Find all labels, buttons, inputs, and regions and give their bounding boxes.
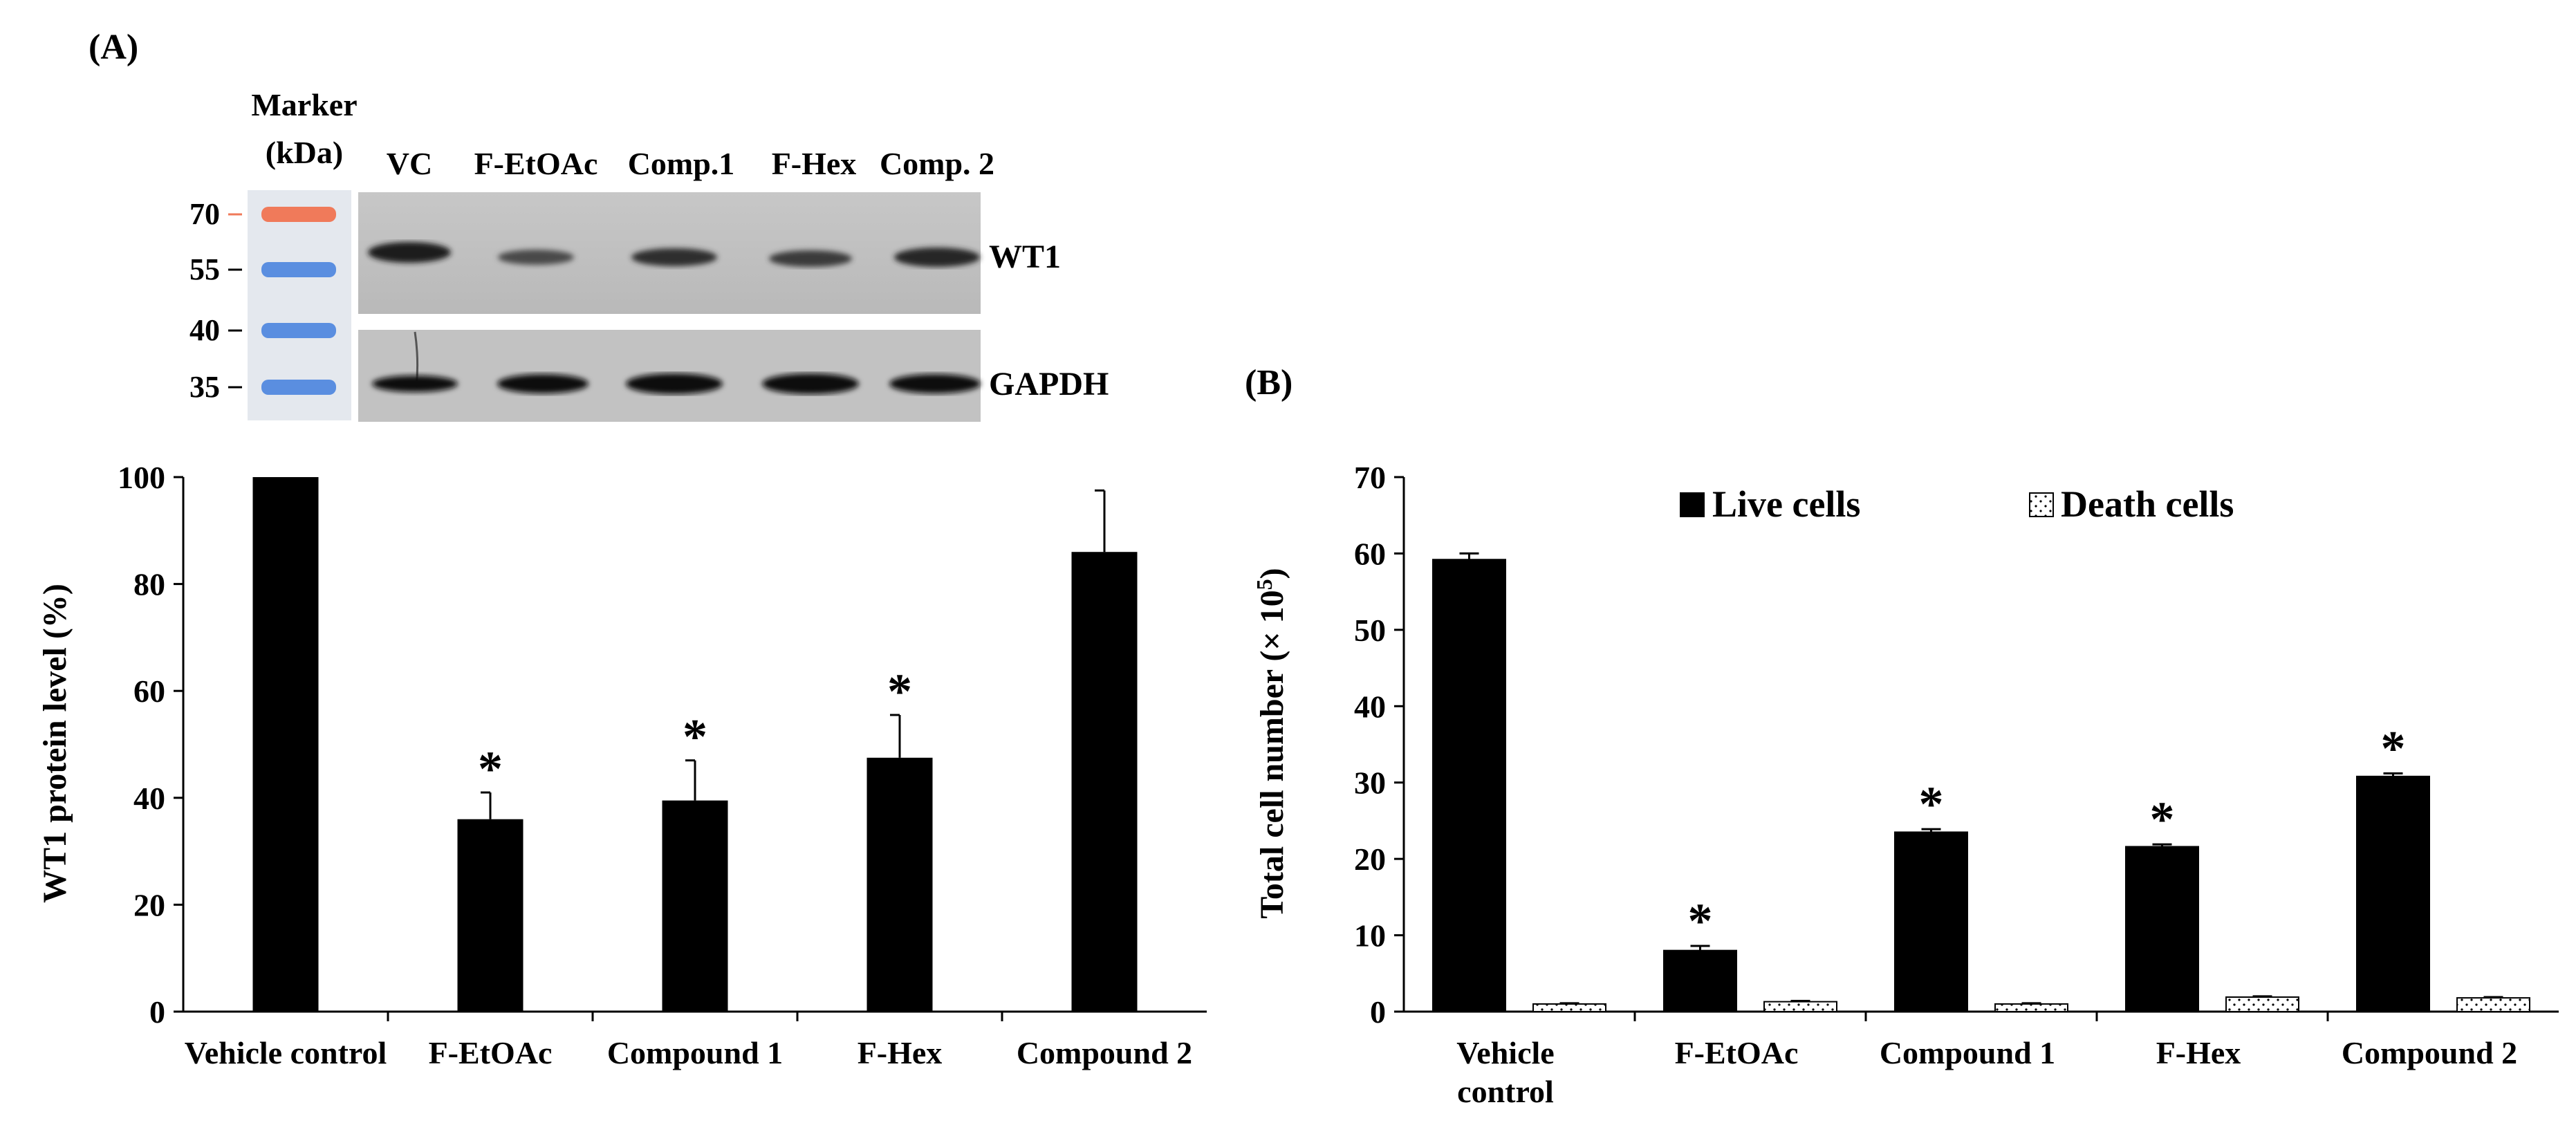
panel-a-y-tick-label: 20 xyxy=(133,887,165,922)
panel-b-y-tick-label: 0 xyxy=(1370,994,1386,1030)
panel-b-bar-live xyxy=(1663,949,1737,1012)
legend-swatch-death xyxy=(2029,492,2054,517)
legend-swatch-live xyxy=(1680,492,1705,517)
panel-a-bar xyxy=(457,819,523,1012)
marker-label-35: 35 xyxy=(189,370,220,404)
marker-band-70 xyxy=(261,207,336,222)
wt1-bands xyxy=(368,242,980,267)
row-label-gapdh: GAPDH xyxy=(989,366,1109,402)
panel-a-x-tick-label: Vehicle control xyxy=(185,1035,387,1070)
marker-band-55 xyxy=(261,262,336,277)
panel-b-bar-live xyxy=(1894,831,1968,1012)
panel-b-significance-marker: * xyxy=(2150,792,2175,847)
panel-b-bar-live xyxy=(1432,559,1506,1012)
marker-title-line2: (kDa) xyxy=(266,135,343,170)
panel-a-label: (A) xyxy=(89,28,138,67)
panel-a-bar xyxy=(252,477,319,1012)
panel-a-significance-marker: * xyxy=(887,664,912,719)
panel-b-y-tick-label: 30 xyxy=(1354,765,1386,801)
panel-b-x-tick-label: Compound 1 xyxy=(1880,1035,2055,1070)
panel-a-y-tick-label: 60 xyxy=(133,673,165,709)
marker-label-70: 70 xyxy=(189,197,220,231)
gapdh-bands xyxy=(372,373,981,394)
panel-b-y-tick-label: 10 xyxy=(1354,918,1386,954)
panel-a-y-tick-label: 40 xyxy=(133,781,165,816)
panel-b-x-tick-label: Compound 2 xyxy=(2342,1035,2517,1070)
panel-b-bar-live xyxy=(2356,775,2430,1012)
panel-a-bar xyxy=(1071,552,1138,1012)
lane-label-comp1: Comp.1 xyxy=(628,146,735,181)
panel-a-y-tick-label: 0 xyxy=(149,994,165,1030)
marker-band-40 xyxy=(261,323,336,338)
panel-a-x-tick-label: F-Hex xyxy=(858,1035,943,1070)
panel-a-chart: WT1 protein level (%) 0 20 40 60 80 100 Vehicl… xyxy=(37,460,1207,1070)
panel-b-significance-marker: * xyxy=(1688,893,1713,949)
lane-label-f-hex: F-Hex xyxy=(772,146,857,181)
panel-a-x-tick-label: Compound 1 xyxy=(607,1035,783,1070)
panel-a-significance-marker: * xyxy=(683,709,707,765)
panel-b-x-tick-label: F-EtOAc xyxy=(1675,1035,1799,1070)
panel-b-significance-marker: * xyxy=(2381,721,2406,776)
panel-b-y-tick-label: 70 xyxy=(1354,460,1386,495)
panel-b-y-tick-label: 60 xyxy=(1354,536,1386,571)
lane-label-vc: VC xyxy=(387,146,432,181)
panel-b-bar-death xyxy=(1532,1003,1606,1013)
panel-b-significance-marker: * xyxy=(1919,777,1944,832)
panel-b-y-tick-label: 20 xyxy=(1354,842,1386,877)
row-label-wt1: WT1 xyxy=(989,239,1061,275)
lane-label-f-etoac: F-EtOAc xyxy=(474,146,598,181)
panel-b-y-axis-label: Total cell number (× 105) xyxy=(1252,568,1290,918)
panel-b-chart: Total cell number (× 105) 0 10 20 30 40 50 60 7… xyxy=(1252,460,2559,1109)
panel-b-label: (B) xyxy=(1245,363,1292,402)
marker-title-line1: Marker xyxy=(251,87,357,122)
panel-b-bar-live xyxy=(2125,846,2199,1012)
marker-label-55: 55 xyxy=(189,252,220,286)
panel-a-y-axis-label: WT1 protein level (%) xyxy=(37,584,73,903)
panel-b-bar-death xyxy=(1763,1001,1837,1013)
panel-a-y-tick-label: 100 xyxy=(118,460,165,495)
panel-a-x-tick-label: Compound 2 xyxy=(1017,1035,1192,1070)
lane-label-comp2: Comp. 2 xyxy=(880,146,994,181)
panel-a-x-tick-label: F-EtOAc xyxy=(429,1035,553,1070)
marker-band-35 xyxy=(261,380,336,395)
panel-b-bar-death xyxy=(1994,1003,2068,1013)
panel-b-x-tick-label: control xyxy=(1457,1074,1554,1109)
legend-label-live: Live cells xyxy=(1712,483,1860,525)
legend-label-death: Death cells xyxy=(2061,483,2234,525)
panel-b-y-tick-label: 50 xyxy=(1354,613,1386,648)
panel-a-significance-marker: * xyxy=(478,741,503,797)
panel-b-bar-death xyxy=(2456,997,2530,1012)
panel-a-bar xyxy=(867,757,933,1012)
panel-b-bar-death xyxy=(2225,996,2299,1012)
panel-a-y-tick-label: 80 xyxy=(133,567,165,602)
panel-b-x-tick-label: F-Hex xyxy=(2156,1035,2241,1070)
panel-a-bar xyxy=(662,800,728,1012)
panel-b-y-tick-label: 40 xyxy=(1354,689,1386,724)
marker-label-40: 40 xyxy=(189,313,220,347)
panel-b-x-tick-label: Vehicle xyxy=(1456,1035,1554,1070)
